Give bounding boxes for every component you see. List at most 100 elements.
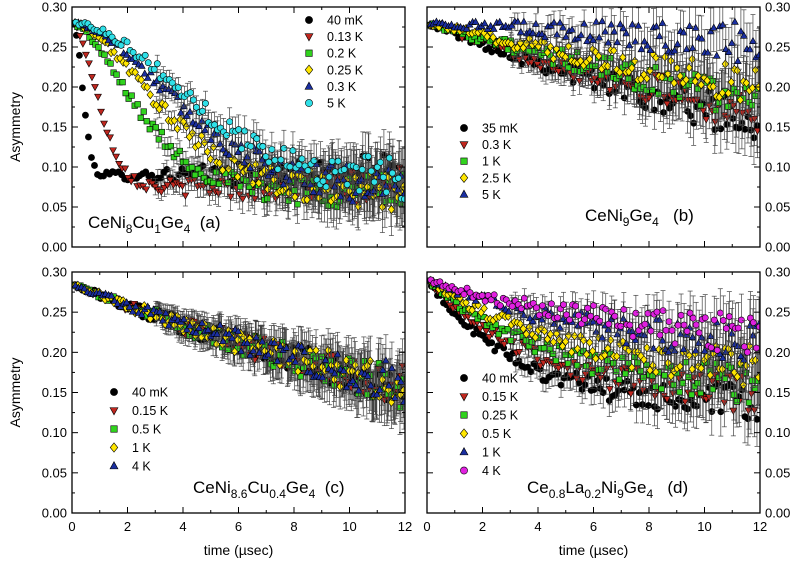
data-point	[238, 195, 247, 203]
data-point	[176, 108, 185, 116]
data-point	[378, 202, 387, 212]
data-point	[199, 107, 206, 115]
data-point	[697, 34, 706, 42]
data-point	[611, 83, 620, 91]
data-point	[489, 24, 498, 32]
legend-marker	[304, 33, 314, 42]
data-point	[652, 64, 659, 71]
data-point	[658, 72, 666, 82]
data-point	[300, 179, 309, 187]
data-point	[202, 99, 209, 107]
data-point	[238, 145, 246, 153]
data-point	[709, 82, 717, 92]
data-point	[88, 154, 95, 161]
data-point	[580, 19, 589, 27]
legend-marker	[459, 172, 469, 183]
data-point	[309, 187, 318, 195]
data-points	[72, 18, 405, 236]
data-point	[691, 76, 699, 86]
data-point	[285, 176, 294, 184]
data-point	[541, 32, 549, 41]
data-point	[559, 23, 567, 31]
data-point	[106, 134, 114, 142]
legend-label: 0.13 K	[327, 30, 364, 44]
data-point	[122, 90, 129, 97]
data-point	[663, 100, 671, 109]
data-point	[488, 48, 496, 56]
data-point	[280, 144, 288, 152]
data-point	[140, 108, 147, 115]
data-point	[137, 114, 144, 121]
data-point	[161, 100, 169, 110]
data-point	[213, 129, 221, 137]
data-point	[742, 78, 751, 88]
data-point	[253, 135, 261, 143]
data-point	[379, 173, 387, 181]
data-point	[718, 88, 726, 98]
data-point	[631, 37, 640, 45]
legend-marker	[459, 189, 469, 198]
data-point	[462, 24, 471, 32]
data-point	[733, 56, 742, 65]
data-point	[519, 17, 528, 25]
data-point	[655, 32, 664, 40]
panel-b: 0.00 0.05 0.10 0.15 0.20 0.25 0.30 35 mK 0.3 K 1 …	[426, 0, 790, 255]
data-point	[158, 128, 165, 136]
data-point	[336, 192, 345, 200]
data-point	[558, 50, 567, 60]
data-point	[367, 167, 375, 175]
data-point	[376, 158, 384, 166]
data-point	[128, 92, 135, 99]
data-point	[561, 52, 570, 62]
data-point	[79, 84, 86, 92]
data-point	[739, 31, 748, 39]
data-point	[749, 36, 757, 45]
data-point	[697, 80, 705, 90]
data-point	[310, 157, 318, 164]
data-point	[163, 182, 172, 190]
data-point	[194, 140, 203, 150]
data-point	[265, 158, 273, 166]
data-point	[673, 39, 682, 47]
data-point	[649, 86, 656, 94]
legend-label: 0.25 K	[327, 63, 364, 77]
y-tick-label: 0.30	[42, 0, 67, 15]
y-tick-label: 0.15	[765, 120, 790, 135]
data-point	[103, 129, 111, 137]
data-point	[226, 118, 234, 126]
data-point	[670, 78, 678, 88]
data-point	[144, 59, 152, 67]
y-tick-label: 0.20	[42, 80, 67, 95]
data-point	[146, 90, 154, 100]
data-point	[625, 41, 634, 49]
data-point	[748, 102, 756, 109]
data-point	[315, 188, 324, 196]
data-point	[628, 63, 636, 73]
data-point	[333, 175, 342, 184]
data-point	[643, 87, 650, 94]
data-point	[357, 175, 366, 183]
data-point	[694, 71, 702, 81]
data-point	[174, 84, 182, 91]
data-point	[110, 47, 118, 57]
y-tick-label: 0.25	[42, 40, 67, 55]
data-point	[556, 18, 564, 26]
data-point	[122, 50, 131, 58]
data-point	[640, 37, 649, 45]
data-point	[724, 103, 731, 110]
data-point	[610, 46, 618, 56]
data-point	[137, 61, 146, 69]
data-point	[207, 135, 215, 143]
data-point	[703, 76, 711, 86]
data-point	[226, 193, 235, 201]
data-point	[246, 163, 255, 171]
data-point	[282, 172, 291, 181]
data-point	[727, 77, 735, 87]
data-point	[82, 111, 89, 119]
data-point	[237, 183, 244, 190]
data-point	[117, 41, 125, 49]
data-point	[252, 171, 259, 178]
y-tick-label: 0.20	[765, 80, 790, 95]
data-point	[619, 24, 628, 32]
data-point	[264, 195, 271, 202]
